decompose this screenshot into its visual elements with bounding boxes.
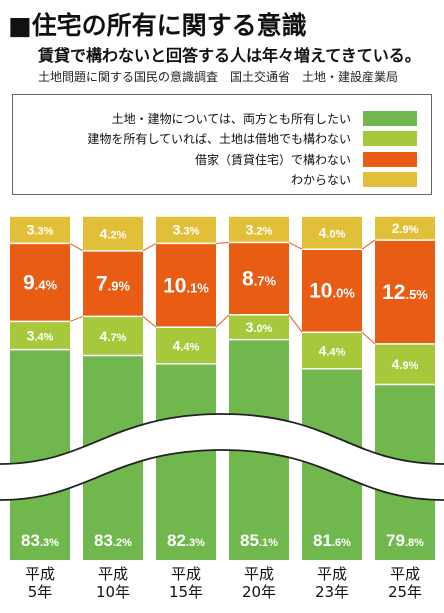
data-label: 3.3% (27, 222, 54, 238)
data-label: 83.2% (94, 531, 132, 550)
data-label: 3.4% (27, 328, 54, 344)
x-tick-label: 平成 5年 (24, 565, 55, 601)
axis-break-band (0, 414, 444, 500)
bar-segment (375, 216, 435, 241)
data-label: 4.7% (100, 328, 127, 344)
data-label: 2.9% (392, 220, 419, 236)
chart-legend: 土地・建物については、両方とも所有したい 建物を所有していれば、土地は借地でも構… (12, 94, 432, 195)
connector-line (142, 316, 157, 328)
axis-break-line (0, 413, 444, 465)
bar-segment (156, 216, 216, 244)
bar-segment (375, 240, 435, 344)
x-tick-label: 平成 10年 (95, 565, 131, 601)
bar-segment (375, 343, 435, 385)
connector-line (215, 314, 230, 328)
bar-segment (302, 249, 362, 333)
bar-stack: 2.9% 12.5% 4.9% 79.8% (375, 215, 435, 560)
legend-item-own-both: 土地・建物については、両方とも所有したい (112, 109, 417, 127)
bar-segment (156, 363, 216, 560)
page-title: ■住宅の所有に関する意識 (8, 11, 307, 40)
bar-stack: 3.3% 10.1% 4.4% 82.3% (156, 215, 216, 560)
bar-segment (302, 332, 362, 369)
data-label: 9.4% (23, 271, 58, 294)
bar-segment (156, 327, 216, 364)
data-label: 4.9% (392, 356, 419, 372)
bar-segment (10, 243, 70, 322)
legend-label: 土地・建物については、両方とも所有したい (111, 111, 351, 126)
bar-segment (10, 216, 70, 244)
bar-segment (229, 314, 289, 340)
connector-line (69, 242, 84, 252)
legend-label: わからない (290, 172, 351, 187)
bar-segment (83, 216, 143, 251)
x-tick-label: 平成 15年 (168, 565, 204, 601)
source-note: 土地問題に関する国民の意識調査 国土交通省 土地・建設産業局 (38, 70, 399, 84)
connector-line (361, 239, 376, 250)
bar-segment (83, 250, 143, 317)
bar-stack: 3.3% 9.4% 3.4% 83.3% (10, 215, 70, 560)
connector-line (69, 315, 84, 322)
legend-swatch (363, 110, 417, 126)
legend-swatch (363, 130, 417, 146)
bar-segment (229, 242, 289, 315)
data-label: 81.6% (313, 531, 351, 550)
legend-item-dont-know: わからない (291, 170, 417, 188)
bar-segment (229, 216, 289, 243)
data-label: 3.2% (246, 221, 273, 237)
connector-line (361, 331, 376, 345)
axis-break-line (0, 449, 444, 501)
connector-line (288, 314, 303, 333)
data-label: 10.0% (309, 280, 355, 303)
x-tick-label: 平成 20年 (241, 565, 277, 601)
data-label: 4.4% (173, 337, 200, 353)
data-label: 3.3% (173, 222, 200, 238)
x-tick-label: 平成 25年 (387, 565, 423, 601)
bar-stack: 4.2% 7.9% 4.7% 83.2% (83, 215, 143, 560)
legend-label: 借家（賃貸住宅）で構わない (194, 152, 351, 167)
legend-swatch (363, 151, 417, 167)
legend-item-leasehold-ok: 建物を所有していれば、土地は借地でも構わない (87, 129, 417, 147)
data-label: 83.3% (21, 531, 59, 550)
chart-subtitle: 賃貸で構わないと回答する人は年々増えてきている。 (38, 46, 421, 65)
data-label: 82.3% (167, 531, 205, 550)
bar-segment (302, 216, 362, 250)
data-label: 12.5% (382, 281, 428, 304)
x-tick-label: 平成 23年 (314, 565, 350, 601)
legend-swatch (363, 171, 417, 187)
connector-line (142, 242, 157, 252)
legend-label: 建物を所有していれば、土地は借地でも構わない (87, 131, 351, 146)
data-label: 79.8% (386, 531, 424, 550)
stacked-bar-chart: 3.3% 9.4% 3.4% 83.3% 4.2% 7.9% 4.7% 83.2% 3.3% 10… (0, 215, 444, 560)
bar-segment (10, 321, 70, 350)
data-label: 4.4% (319, 342, 346, 358)
data-label: 7.9% (96, 273, 131, 296)
data-label: 10.1% (163, 274, 209, 297)
data-label: 85.1% (240, 531, 278, 550)
bar-stack: 4.0% 10.0% 4.4% 81.6% (302, 215, 362, 560)
data-label: 4.2% (100, 225, 127, 241)
bar-stack: 3.2% 8.7% 3.0% 85.1% (229, 215, 289, 560)
bar-segment (83, 316, 143, 356)
data-label: 4.0% (319, 225, 346, 241)
connector-line (215, 242, 230, 244)
bar-segment (156, 243, 216, 328)
data-label: 8.7% (242, 268, 277, 291)
connector-line (288, 242, 303, 250)
data-label: 3.0% (246, 319, 273, 335)
legend-item-rental-ok: 借家（賃貸住宅）で構わない (195, 150, 417, 168)
